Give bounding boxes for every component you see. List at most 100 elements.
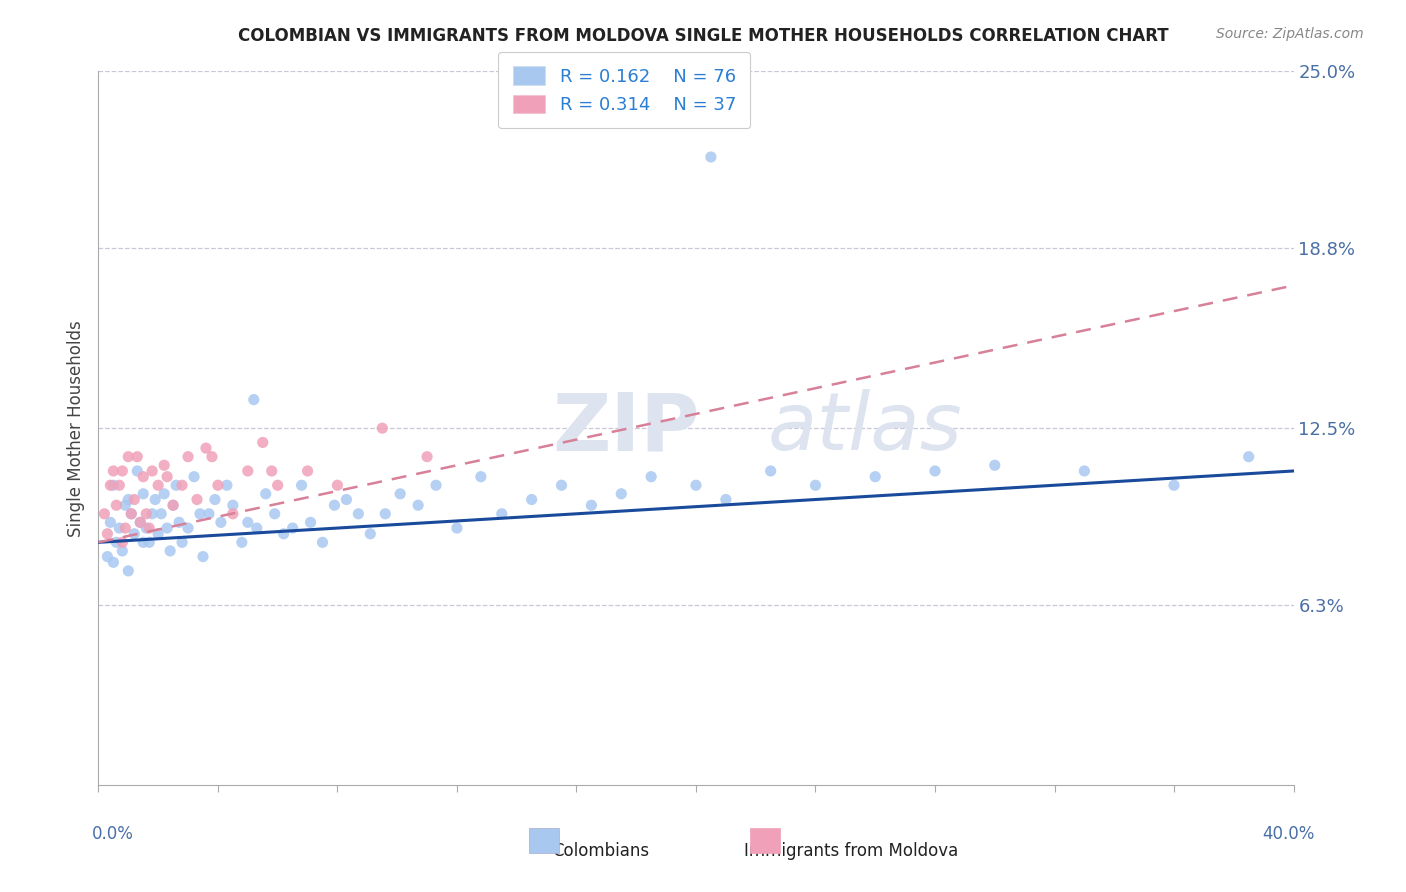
Point bbox=[108, 521, 131, 535]
Point bbox=[153, 487, 176, 501]
Point bbox=[177, 521, 200, 535]
Point bbox=[156, 469, 179, 483]
Point bbox=[132, 469, 155, 483]
Text: 0.0%: 0.0% bbox=[91, 825, 134, 843]
Point bbox=[335, 492, 357, 507]
FancyBboxPatch shape bbox=[749, 828, 780, 853]
Point bbox=[685, 478, 707, 492]
Point bbox=[299, 516, 322, 530]
Point bbox=[135, 507, 157, 521]
Point bbox=[281, 521, 304, 535]
Point bbox=[610, 487, 633, 501]
Point bbox=[141, 464, 163, 478]
Point bbox=[111, 544, 134, 558]
Y-axis label: Single Mother Households: Single Mother Households bbox=[66, 320, 84, 536]
FancyBboxPatch shape bbox=[529, 828, 558, 853]
Point bbox=[359, 526, 381, 541]
Point bbox=[198, 507, 221, 521]
Point bbox=[103, 555, 125, 569]
Point bbox=[804, 478, 827, 492]
Point bbox=[520, 492, 543, 507]
Point bbox=[347, 507, 370, 521]
Point bbox=[127, 464, 149, 478]
Point bbox=[148, 478, 170, 492]
Point bbox=[260, 464, 283, 478]
Point bbox=[714, 492, 737, 507]
Point bbox=[246, 521, 269, 535]
Point bbox=[425, 478, 447, 492]
Point bbox=[470, 469, 492, 483]
Point bbox=[207, 478, 229, 492]
Point bbox=[273, 526, 295, 541]
Point bbox=[98, 516, 122, 530]
Point bbox=[132, 535, 155, 549]
Point bbox=[311, 535, 333, 549]
Point bbox=[446, 521, 468, 535]
Point bbox=[150, 507, 173, 521]
Point bbox=[267, 478, 290, 492]
Text: COLOMBIAN VS IMMIGRANTS FROM MOLDOVA SINGLE MOTHER HOUSEHOLDS CORRELATION CHART: COLOMBIAN VS IMMIGRANTS FROM MOLDOVA SIN… bbox=[238, 27, 1168, 45]
Point bbox=[1163, 478, 1185, 492]
Point bbox=[374, 507, 396, 521]
Point bbox=[1237, 450, 1260, 464]
Point bbox=[120, 507, 142, 521]
Point bbox=[132, 487, 155, 501]
Point bbox=[1073, 464, 1095, 478]
Point bbox=[167, 516, 190, 530]
Point bbox=[326, 478, 349, 492]
Point bbox=[865, 469, 887, 483]
Point bbox=[143, 492, 166, 507]
Point bbox=[96, 526, 118, 541]
Point bbox=[117, 564, 139, 578]
Point bbox=[700, 150, 723, 164]
Point bbox=[243, 392, 266, 407]
Point bbox=[148, 526, 170, 541]
Point bbox=[371, 421, 394, 435]
Point bbox=[183, 469, 205, 483]
Point bbox=[138, 535, 160, 549]
Point bbox=[186, 492, 208, 507]
Point bbox=[114, 521, 136, 535]
Point bbox=[124, 526, 146, 541]
Point bbox=[103, 478, 125, 492]
Point bbox=[96, 549, 118, 564]
Point bbox=[297, 464, 319, 478]
Point bbox=[117, 492, 139, 507]
Point bbox=[254, 487, 277, 501]
Point bbox=[129, 516, 152, 530]
Point bbox=[117, 450, 139, 464]
Point bbox=[209, 516, 232, 530]
Text: 40.0%: 40.0% bbox=[1263, 825, 1315, 843]
Point bbox=[491, 507, 513, 521]
Point bbox=[111, 535, 134, 549]
Point bbox=[231, 535, 253, 549]
Point bbox=[159, 544, 181, 558]
Point bbox=[191, 549, 214, 564]
Point bbox=[138, 521, 160, 535]
Text: ZIP: ZIP bbox=[553, 389, 700, 467]
Point bbox=[201, 450, 224, 464]
Point bbox=[98, 478, 122, 492]
Text: atlas: atlas bbox=[768, 389, 963, 467]
Point bbox=[111, 464, 134, 478]
Point bbox=[222, 498, 245, 512]
Point bbox=[129, 516, 152, 530]
Text: Colombians: Colombians bbox=[551, 842, 650, 860]
Point bbox=[141, 507, 163, 521]
Point bbox=[222, 507, 245, 521]
Point bbox=[105, 498, 128, 512]
Legend: R = 0.162    N = 76, R = 0.314    N = 37: R = 0.162 N = 76, R = 0.314 N = 37 bbox=[498, 52, 751, 128]
Point bbox=[120, 507, 142, 521]
Point bbox=[204, 492, 226, 507]
Point bbox=[195, 441, 218, 455]
Point bbox=[924, 464, 946, 478]
Point bbox=[165, 478, 187, 492]
Point bbox=[93, 507, 115, 521]
Point bbox=[416, 450, 439, 464]
Point bbox=[103, 464, 125, 478]
Point bbox=[188, 507, 211, 521]
Text: Source: ZipAtlas.com: Source: ZipAtlas.com bbox=[1216, 27, 1364, 41]
Point bbox=[156, 521, 179, 535]
Point bbox=[581, 498, 603, 512]
Point bbox=[640, 469, 662, 483]
